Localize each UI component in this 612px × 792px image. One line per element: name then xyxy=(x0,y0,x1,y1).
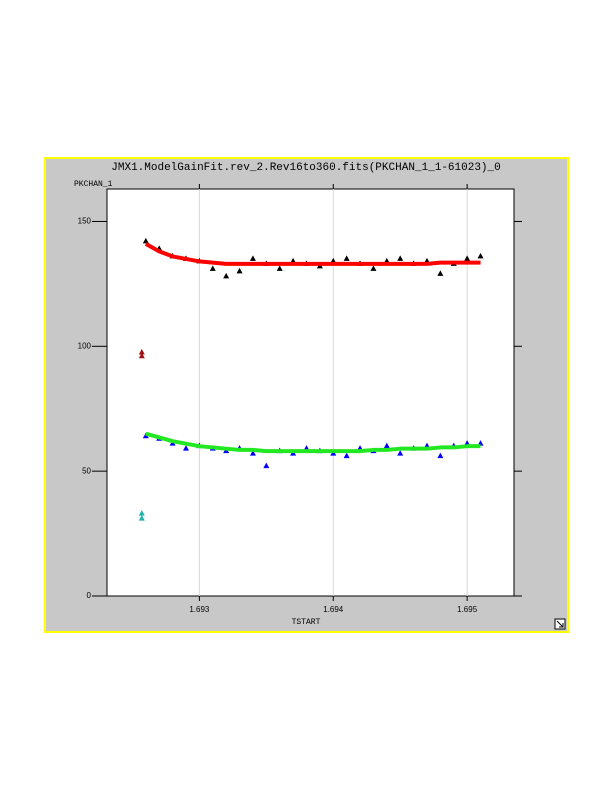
fit-line xyxy=(144,242,481,266)
y-tick-label: 0 xyxy=(87,591,92,600)
y-tick-label: 50 xyxy=(82,466,91,475)
data-point xyxy=(437,452,444,459)
chart-title: JMX1.ModelGainFit.rev_2.Rev16to360.fits(… xyxy=(111,162,500,174)
data-point xyxy=(477,252,484,259)
x-axis-label: TSTART xyxy=(292,618,321,627)
y-tick-label: 100 xyxy=(78,341,92,350)
data-point xyxy=(138,352,145,359)
data-point xyxy=(142,237,149,244)
data-point xyxy=(263,462,270,469)
x-tick-label: 1.694 xyxy=(323,605,344,614)
data-point xyxy=(343,255,350,261)
data-point xyxy=(236,267,243,274)
data-point xyxy=(343,452,350,459)
data-point xyxy=(138,515,145,521)
data-point xyxy=(138,510,145,516)
data-point xyxy=(138,349,145,355)
data-point xyxy=(383,442,390,449)
data-point xyxy=(464,255,471,261)
data-point xyxy=(437,270,444,276)
data-point xyxy=(209,265,216,271)
y-tick-label: 150 xyxy=(78,217,92,226)
data-point xyxy=(276,265,283,271)
resize-icon[interactable] xyxy=(554,618,566,630)
x-tick-label: 1.693 xyxy=(189,605,210,614)
plot-area xyxy=(106,188,515,597)
data-point xyxy=(182,445,189,451)
data-point xyxy=(397,450,404,456)
data-point xyxy=(249,450,256,456)
y-axis-label: PKCHAN_1 xyxy=(74,180,113,189)
data-point xyxy=(370,265,377,271)
data-point xyxy=(223,272,230,279)
data-point xyxy=(249,255,256,261)
x-tick-label: 1.695 xyxy=(457,605,478,614)
data-point xyxy=(397,255,404,261)
fit-line xyxy=(145,431,481,454)
